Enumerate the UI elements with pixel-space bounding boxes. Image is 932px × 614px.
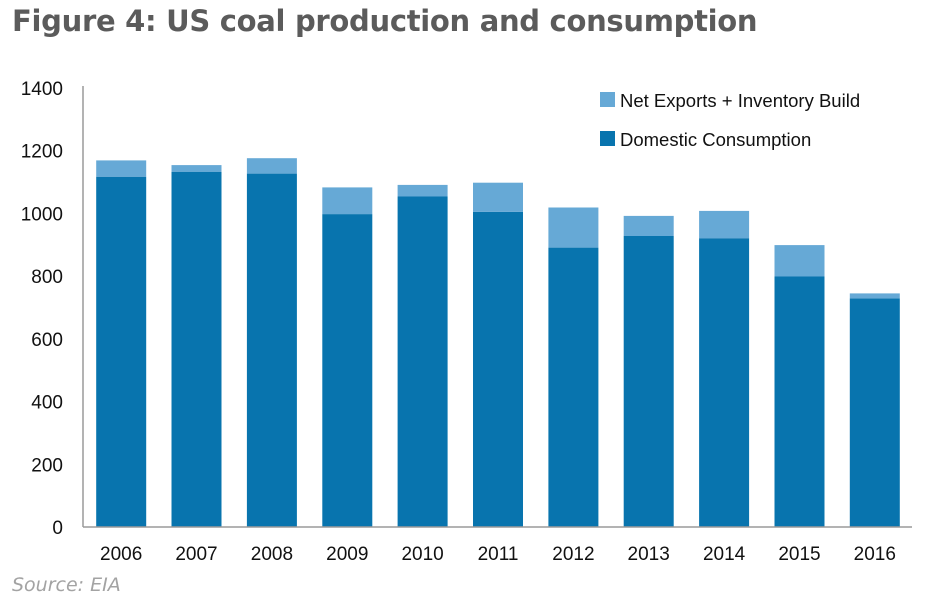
bars-group <box>96 158 900 527</box>
x-tick-label-2016: 2016 <box>854 544 896 565</box>
bar-net-exports-2010 <box>397 184 448 197</box>
bar-net-exports-2009 <box>322 187 373 215</box>
x-tick-label-2012: 2012 <box>552 544 594 565</box>
axes-group <box>82 86 912 528</box>
legend-label-domestic-consumption: Domestic Consumption <box>620 129 811 150</box>
bar-net-exports-2015 <box>774 245 825 277</box>
bar-domestic-consumption-2014 <box>699 238 750 527</box>
legend-swatch-net-exports <box>600 92 615 107</box>
bar-domestic-consumption-2016 <box>849 298 900 527</box>
x-tick-labels: 2006 2007 2008 2009 2010 2011 2012 2013 2014 2015… <box>100 544 896 565</box>
source-note: Source: EIA <box>12 574 121 596</box>
y-tick-label-1000: 1000 <box>21 204 63 225</box>
bar-domestic-consumption-2011 <box>473 211 523 527</box>
x-tick-label-2011: 2011 <box>478 544 519 565</box>
bar-domestic-consumption-2007 <box>171 171 222 527</box>
legend: Net Exports + Inventory Build Domestic C… <box>600 90 860 150</box>
legend-swatch-domestic-consumption <box>600 131 615 146</box>
x-tick-label-2015: 2015 <box>778 544 820 565</box>
bar-net-exports-2013 <box>623 215 674 236</box>
chart-title: Figure 4: US coal production and consump… <box>12 4 758 38</box>
y-tick-label-1400: 1400 <box>21 79 63 100</box>
x-tick-label-2014: 2014 <box>703 544 746 565</box>
y-tick-label-1200: 1200 <box>21 142 63 163</box>
x-tick-label-2008: 2008 <box>251 544 293 565</box>
y-tick-label-0: 0 <box>52 518 63 539</box>
y-tick-label-800: 800 <box>31 267 63 288</box>
x-tick-label-2007: 2007 <box>175 544 217 565</box>
x-tick-label-2006: 2006 <box>100 544 142 565</box>
bar-net-exports-2011 <box>473 182 523 212</box>
bar-domestic-consumption-2009 <box>322 214 373 527</box>
bar-net-exports-2016 <box>849 293 900 299</box>
bar-net-exports-2007 <box>171 165 222 172</box>
y-tick-label-200: 200 <box>31 455 63 476</box>
bar-net-exports-2008 <box>246 158 297 174</box>
bar-domestic-consumption-2008 <box>246 173 297 527</box>
bar-net-exports-2006 <box>96 160 147 177</box>
x-tick-label-2013: 2013 <box>628 544 670 565</box>
bar-net-exports-2014 <box>699 210 750 239</box>
legend-label-net-exports: Net Exports + Inventory Build <box>620 90 860 111</box>
bar-domestic-consumption-2013 <box>623 236 674 527</box>
bar-domestic-consumption-2006 <box>96 176 147 527</box>
bar-domestic-consumption-2015 <box>774 276 825 527</box>
x-tick-label-2009: 2009 <box>326 544 368 565</box>
x-tick-label-2010: 2010 <box>401 544 443 565</box>
y-tick-label-400: 400 <box>31 393 63 414</box>
bar-net-exports-2012 <box>548 207 599 248</box>
bar-domestic-consumption-2012 <box>548 247 599 527</box>
y-tick-labels: 0 200 400 600 800 1000 1200 1400 <box>21 79 63 539</box>
y-tick-label-600: 600 <box>31 330 63 351</box>
bar-domestic-consumption-2010 <box>397 196 448 527</box>
